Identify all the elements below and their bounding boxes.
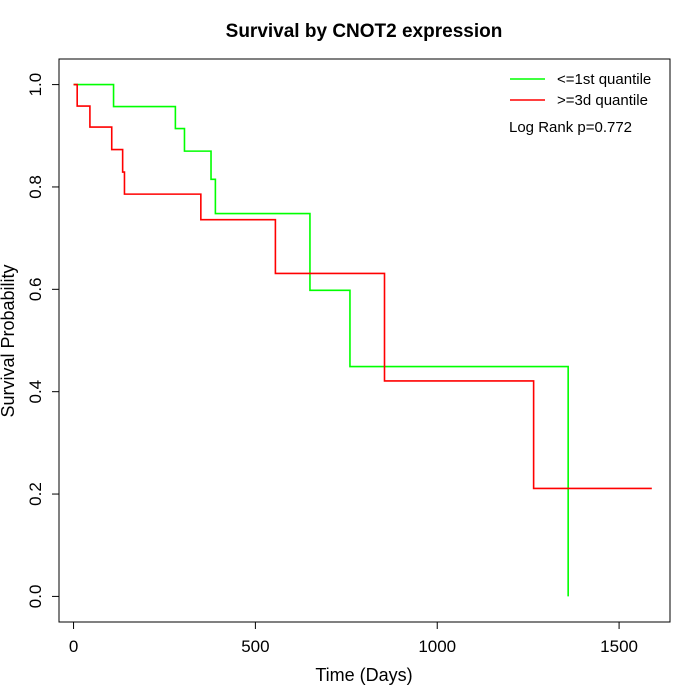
series-line-2 [73, 83, 652, 490]
x-tick-label: 500 [241, 637, 269, 656]
x-axis-label: Time (Days) [315, 665, 412, 685]
y-tick-label: 0.6 [26, 277, 45, 301]
chart-title: Survival by CNOT2 expression [226, 21, 503, 42]
y-axis: 0.0 0.2 0.4 0.6 0.8 1.0 [26, 73, 60, 609]
y-tick-label: 0.8 [26, 175, 45, 199]
y-axis-label: Survival Probability [0, 264, 18, 417]
x-tick-label: 1000 [418, 637, 456, 656]
x-tick-label: 0 [69, 637, 78, 656]
series-layer [73, 83, 652, 597]
legend-label-1: <=1st quantile [557, 71, 651, 88]
legend: <=1st quantile >=3d quantile [510, 71, 651, 109]
y-tick-label: 0.2 [26, 482, 45, 506]
y-tick-label: 0.0 [26, 585, 45, 609]
series-line-1 [73, 83, 569, 597]
log-rank-annotation: Log Rank p=0.772 [509, 119, 632, 136]
legend-label-2: >=3d quantile [557, 92, 648, 109]
y-tick-label: 1.0 [26, 73, 45, 97]
x-axis: 0 500 1000 1500 [69, 621, 638, 656]
y-tick-label: 0.4 [26, 380, 45, 404]
plot-frame [58, 58, 671, 623]
x-tick-label: 1500 [600, 637, 638, 656]
